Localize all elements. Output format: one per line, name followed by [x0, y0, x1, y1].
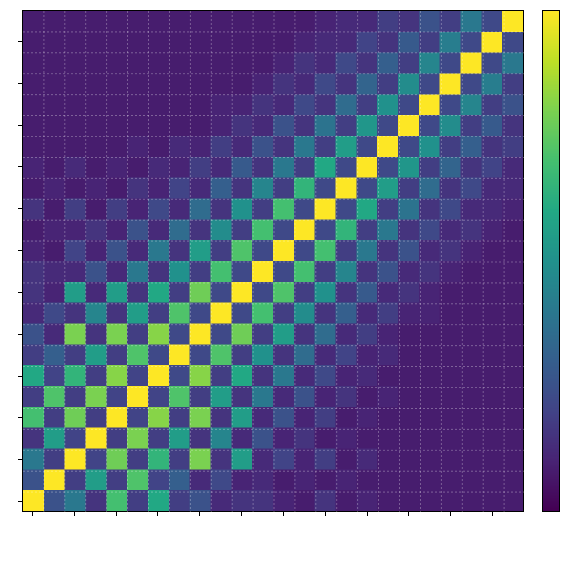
ytick	[18, 334, 22, 335]
xtick	[408, 512, 409, 516]
xtick	[450, 512, 451, 516]
xtick	[325, 512, 326, 516]
colorbar-canvas	[543, 11, 559, 511]
ytick	[18, 459, 22, 460]
xtick	[74, 512, 75, 516]
xtick	[199, 512, 200, 516]
ytick	[18, 41, 22, 42]
xtick	[367, 512, 368, 516]
heatmap-canvas	[23, 11, 523, 511]
ytick	[18, 376, 22, 377]
ytick	[18, 125, 22, 126]
ytick	[18, 208, 22, 209]
ytick	[18, 417, 22, 418]
ytick	[18, 501, 22, 502]
colorbar	[542, 10, 560, 512]
ytick	[18, 166, 22, 167]
ytick	[18, 292, 22, 293]
ytick	[18, 83, 22, 84]
xtick	[32, 512, 33, 516]
xtick	[492, 512, 493, 516]
ytick	[18, 250, 22, 251]
xtick	[116, 512, 117, 516]
xtick	[241, 512, 242, 516]
xtick	[157, 512, 158, 516]
xtick	[283, 512, 284, 516]
heatmap-plot-area	[22, 10, 524, 512]
